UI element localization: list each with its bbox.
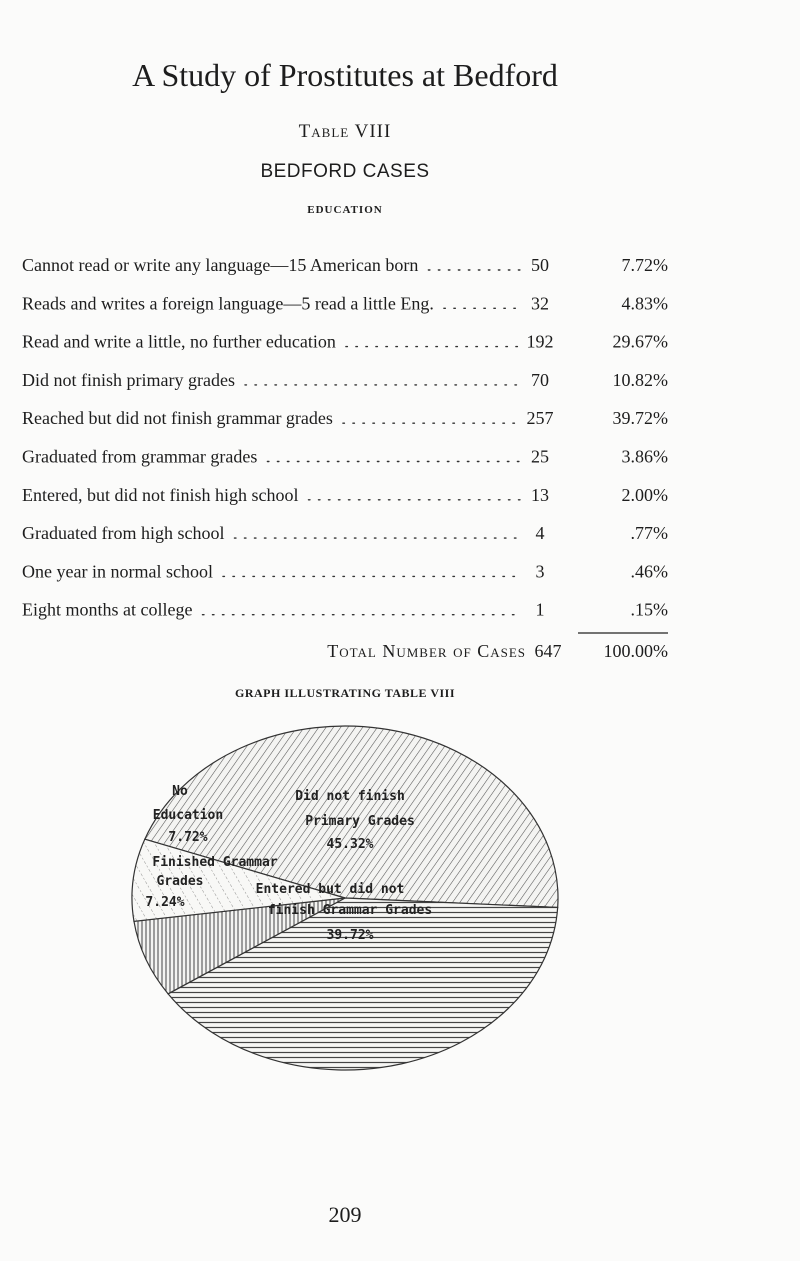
pie-slice bbox=[131, 838, 346, 922]
row-percent: 10.82% bbox=[613, 370, 669, 390]
row-count: 70 bbox=[531, 370, 549, 390]
row-label: Graduated from high school bbox=[22, 523, 224, 543]
slice-label: Grades bbox=[157, 874, 204, 889]
table-caption: Table VIII bbox=[299, 121, 392, 142]
row-count: 3 bbox=[536, 561, 545, 581]
row-label: Reads and writes a foreign language—5 re… bbox=[22, 293, 434, 313]
row-label: Graduated from grammar grades bbox=[22, 447, 257, 467]
row-count: 257 bbox=[527, 408, 554, 428]
pie-slice bbox=[144, 725, 559, 909]
row-percent: .46% bbox=[631, 561, 669, 581]
row-label: Cannot read or write any language—15 Ame… bbox=[22, 255, 418, 275]
table-heading: EDUCATION bbox=[307, 204, 382, 216]
slice-label: Entered but did not bbox=[256, 882, 405, 897]
row-count: 13 bbox=[531, 485, 549, 505]
row-label: One year in normal school bbox=[22, 561, 213, 581]
pie-slice bbox=[167, 897, 559, 1071]
total-count: 647 bbox=[535, 641, 562, 661]
row-label: Entered, but did not finish high school bbox=[22, 485, 298, 505]
row-count: 192 bbox=[527, 332, 554, 352]
row-count: 4 bbox=[536, 523, 545, 543]
row-label: Did not finish primary grades bbox=[22, 370, 235, 390]
slice-label: Primary Grades bbox=[305, 814, 415, 829]
slice-value-label: 39.72% bbox=[327, 928, 374, 943]
total-label: Total Number of Cases bbox=[327, 641, 526, 661]
row-percent: 3.86% bbox=[622, 447, 669, 467]
row-percent: 39.72% bbox=[613, 408, 669, 428]
slice-label: Finished Grammar bbox=[152, 855, 277, 870]
row-percent: 2.00% bbox=[622, 485, 669, 505]
slice-label: No bbox=[172, 784, 188, 799]
slice-label: finish Grammar Grades bbox=[268, 903, 432, 918]
row-label: Read and write a little, no further educ… bbox=[22, 332, 336, 352]
row-label: Eight months at college bbox=[22, 600, 192, 620]
row-percent: .77% bbox=[631, 523, 669, 543]
row-percent: .15% bbox=[631, 600, 669, 620]
row-percent: 7.72% bbox=[622, 255, 669, 275]
row-percent: 29.67% bbox=[613, 332, 669, 352]
row-count: 50 bbox=[531, 255, 549, 275]
slice-label: Education bbox=[153, 808, 223, 823]
row-label: Reached but did not finish grammar grade… bbox=[22, 408, 333, 428]
row-count: 32 bbox=[531, 293, 549, 313]
slice-value-label: 45.32% bbox=[327, 837, 374, 852]
row-percent: 4.83% bbox=[622, 293, 669, 313]
page-title: A Study of Prostitutes at Bedford bbox=[132, 57, 558, 93]
slice-label: Did not finish bbox=[295, 789, 405, 804]
slice-value-label: 7.24% bbox=[145, 895, 184, 910]
total-percent: 100.00% bbox=[604, 641, 669, 661]
table-subtitle: BEDFORD CASES bbox=[260, 161, 429, 182]
slice-value-label: 7.72% bbox=[168, 830, 207, 845]
page-number: 209 bbox=[329, 1202, 362, 1227]
row-count: 25 bbox=[531, 447, 549, 467]
row-count: 1 bbox=[536, 600, 545, 620]
graph-title: GRAPH ILLUSTRATING TABLE VIII bbox=[235, 686, 455, 700]
